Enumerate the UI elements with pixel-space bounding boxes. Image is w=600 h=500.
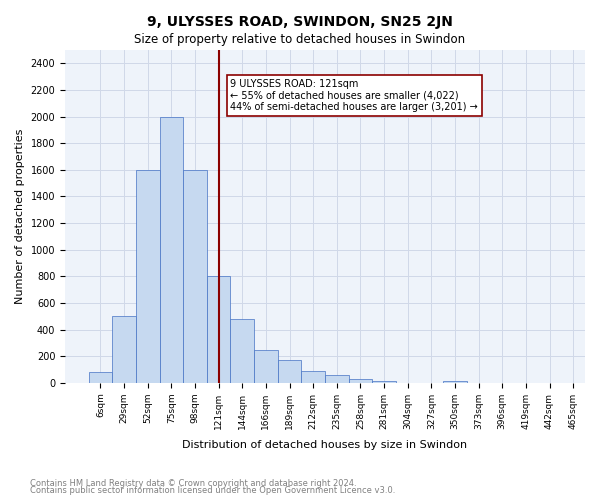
Bar: [349, 379, 372, 383]
Bar: [325, 376, 349, 383]
Y-axis label: Number of detached properties: Number of detached properties: [15, 128, 25, 304]
Text: Size of property relative to detached houses in Swindon: Size of property relative to detached ho…: [134, 32, 466, 46]
Bar: [443, 382, 467, 383]
Bar: [372, 382, 396, 383]
Bar: [112, 316, 136, 383]
Bar: [301, 371, 325, 383]
Bar: [136, 170, 160, 383]
Bar: [207, 276, 230, 383]
Bar: [278, 360, 301, 383]
Text: 9, ULYSSES ROAD, SWINDON, SN25 2JN: 9, ULYSSES ROAD, SWINDON, SN25 2JN: [147, 15, 453, 29]
Bar: [160, 116, 183, 383]
X-axis label: Distribution of detached houses by size in Swindon: Distribution of detached houses by size …: [182, 440, 467, 450]
Text: 9 ULYSSES ROAD: 121sqm
← 55% of detached houses are smaller (4,022)
44% of semi-: 9 ULYSSES ROAD: 121sqm ← 55% of detached…: [230, 80, 478, 112]
Text: Contains public sector information licensed under the Open Government Licence v3: Contains public sector information licen…: [30, 486, 395, 495]
Bar: [254, 350, 278, 383]
Bar: [183, 170, 207, 383]
Bar: [89, 372, 112, 383]
Bar: [230, 319, 254, 383]
Text: Contains HM Land Registry data © Crown copyright and database right 2024.: Contains HM Land Registry data © Crown c…: [30, 478, 356, 488]
